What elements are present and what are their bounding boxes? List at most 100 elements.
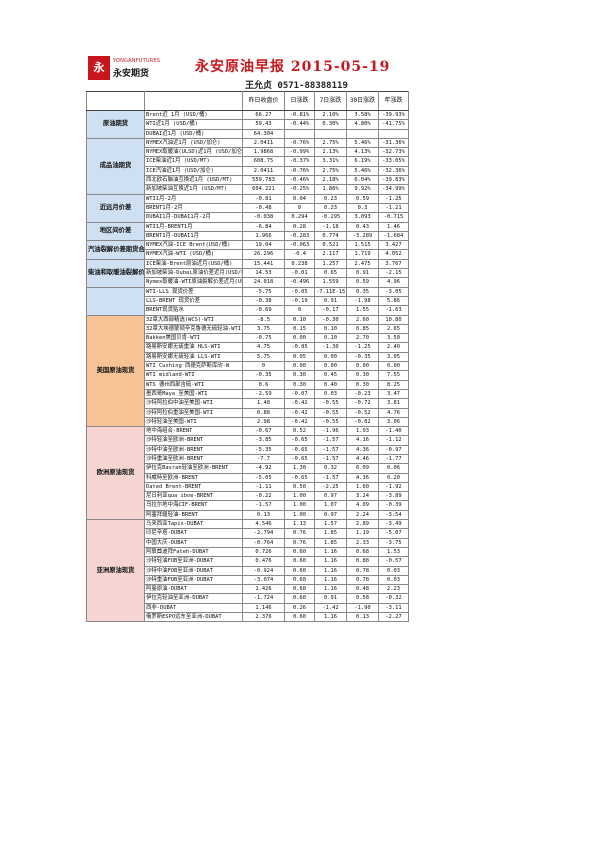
instrument-name-cell: 沙特轻油至美国-WTI — [144, 416, 243, 428]
value-cell: -32.36% — [378, 165, 409, 177]
value-cell: -0.30 — [314, 314, 347, 325]
value-cell: 0.30 — [284, 370, 315, 381]
header-cell-name — [144, 91, 243, 111]
value-cell: -5.07 — [378, 528, 409, 539]
value-cell: -3.75 — [378, 537, 409, 548]
value-cell: 4.46 — [346, 453, 379, 465]
value-cell: 2.10% — [314, 109, 347, 121]
value-cell: -5.75 — [242, 286, 285, 297]
table-row: 阿曼原油-DUBAT 1.426 0.60 1.16 0.48 2.23 — [87, 584, 409, 595]
value-cell: 1.13 — [284, 519, 315, 530]
category-cell: 柴油和取暖油裂解价差期货合约近月 — [86, 258, 145, 288]
table-row: WTI midland-WTI -0.35 0.30 0.45 0.30 7.55 — [87, 370, 409, 381]
value-cell: -5.35 — [242, 444, 285, 456]
instrument-name-cell: Brent近 1月 (USD/桶) — [144, 109, 243, 121]
table-body: 原油期货 Brent近 1月 (USD/桶) 66.27 -0.81% 2.10% 3.5… — [86, 109, 409, 623]
value-cell: -0.283 — [284, 230, 315, 242]
value-cell: 4.76 — [378, 407, 409, 418]
value-cell: -0.65 — [284, 435, 315, 446]
value-cell: 2.13% — [314, 147, 347, 158]
value-cell: 0.00 — [378, 360, 409, 372]
instrument-name-cell: 新加坡柴油-Dubai原油价差近月(USD/桶) — [144, 268, 243, 279]
table-row: 沙特轻油至欧洲-BRENT -3.85 -0.65 -1.57 4.16 -1.12 — [87, 435, 409, 446]
instrument-name-cell: WTI midland-WTI — [144, 370, 243, 381]
value-cell: -2.794 — [242, 528, 285, 539]
value-cell: 0.238 — [284, 258, 315, 270]
value-cell: 19.04 — [242, 240, 285, 251]
value-cell: -1.98 — [346, 295, 379, 307]
table-row: 汽油裂解价差期货合约近月NYMEX汽油-ICE Brent(USD/桶)19.0… — [86, 240, 409, 260]
value-cell: -0.72 — [346, 398, 379, 409]
value-cell: 1.00 — [284, 509, 315, 521]
value-cell: 3.05 — [378, 351, 409, 363]
value-cell: -2.59 — [242, 388, 285, 400]
value-cell: -3.89 — [378, 491, 409, 502]
table-row: 科威特至欧洲-BRENT -5.05 -0.65 -1.57 4.36 0.20 — [87, 472, 409, 483]
header-cell-category — [86, 91, 145, 111]
value-cell: 0.76 — [284, 528, 315, 539]
instrument-name-cell: 中国大庆-DUBAT — [144, 537, 243, 548]
value-cell: 0.60 — [284, 612, 315, 623]
table-row: 尼日利亚qua iboe-BRENT -0.22 1.00 0.97 3.24 -3.89 — [87, 491, 409, 502]
value-cell: 4.96 — [378, 277, 409, 288]
value-cell: 0.03 — [378, 565, 409, 576]
instrument-name-cell: WTI1月-BRENT1月 — [144, 221, 243, 232]
table-row: 美国原油现货 32章大西部精选(WCS)-WTI -8.5 0.10 -0.30 2.60… — [86, 314, 409, 428]
value-cell: 1.16 — [314, 546, 347, 558]
value-cell: -41.75% — [378, 119, 409, 130]
instrument-name-cell: 路易斯安娜无硫轻油 LLS-WTI — [144, 351, 243, 363]
value-cell: 0.294 — [284, 212, 315, 223]
value-cell: -0.55 — [314, 398, 347, 409]
value-cell: 0.00 — [284, 333, 315, 344]
value-cell: 608.75 — [242, 156, 285, 167]
analyst-contact: 王允贞 0571-88388119 — [245, 81, 348, 91]
value-cell: 3.58% — [346, 109, 379, 121]
value-cell: -0.44% — [284, 119, 315, 130]
value-cell: 64.304 — [242, 128, 285, 139]
table-row: 原油期货 Brent近 1月 (USD/桶) 66.27 -0.81% 2.10% 3.5… — [86, 109, 409, 139]
value-cell: -0.23 — [346, 388, 379, 400]
category-cell — [86, 286, 145, 316]
value-cell — [346, 128, 379, 139]
value-cell: 0.78 — [346, 574, 379, 586]
value-cell: -1.57 — [242, 500, 285, 511]
table-row: 新加坡柴油互换近1月 (USD/MT) 604.221 -0.25% 1.86% 9.9… — [87, 184, 409, 195]
value-cell: 0 — [242, 360, 285, 372]
instrument-name-cell: 沙特阿拉伯重油至美国-WTI — [144, 407, 243, 418]
value-cell: -1.25 — [346, 342, 379, 353]
value-cell: 1.16 — [314, 584, 347, 595]
value-cell: 0.85 — [346, 323, 379, 335]
value-cell: 2.60 — [346, 314, 379, 325]
value-cell: 1.57 — [314, 519, 347, 530]
value-cell: 15.441 — [242, 258, 285, 270]
value-cell: -3.11 — [378, 602, 409, 614]
value-cell: 4.80% — [346, 119, 379, 130]
value-cell: -0.063 — [284, 240, 315, 251]
table-row: Nymex取暖油-WTI原油裂解价差近月(USD/桶)24.018-0.4961… — [87, 277, 409, 288]
instrument-name-cell: 伊拉克Basrah轻油至欧洲-BRENT — [144, 463, 243, 474]
value-cell: 5.46% — [346, 165, 379, 177]
value-cell: 3.81 — [378, 398, 409, 409]
instrument-name-cell: WTI近1月 (USD/桶) — [144, 119, 243, 130]
value-cell: -2.25 — [314, 481, 347, 493]
value-cell: 1.53 — [378, 546, 409, 558]
table-row: BRENT现货贴水 -0.69 0 -0.17 1.55 -1.63 — [87, 305, 409, 316]
value-cell: 1.86% — [314, 184, 347, 195]
value-cell: 4.13% — [346, 147, 379, 158]
value-cell: 0.06 — [378, 463, 409, 474]
value-cell: 0.30 — [284, 379, 315, 390]
value-cell: 1.00 — [284, 491, 315, 502]
instrument-name-cell: Dated Brent-BRENT — [144, 481, 243, 493]
value-cell: 0.23 — [314, 202, 347, 214]
instrument-name-cell: DUBAI1月-DUBAI1月-2月 — [144, 212, 243, 223]
value-cell: 3.06 — [378, 416, 409, 428]
value-cell: 0.60 — [284, 556, 315, 567]
value-cell: 0.52 — [284, 426, 315, 437]
value-cell: 0 — [284, 202, 315, 214]
value-cell: -0.42 — [284, 407, 315, 418]
value-cell: 3.75 — [242, 323, 285, 335]
value-cell: -32.73% — [378, 147, 409, 158]
value-cell: -1.63 — [378, 305, 409, 316]
value-cell: 2.98 — [242, 416, 285, 428]
value-cell: 1.46 — [378, 221, 409, 232]
